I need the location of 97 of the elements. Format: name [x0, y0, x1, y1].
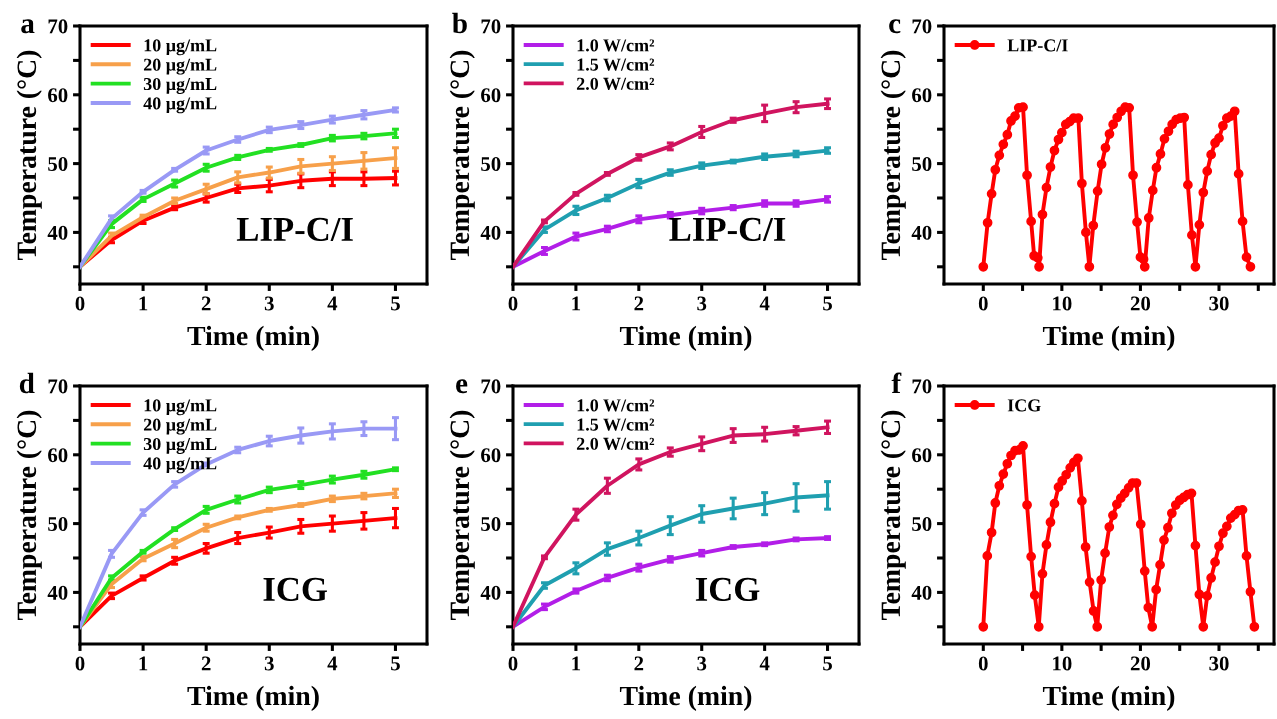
x-tick-label: 3: [264, 296, 274, 311]
x-tick-label: 5: [823, 656, 832, 671]
y-tick-label: 50: [912, 516, 932, 532]
legend-label: 1.0 W/cm²: [577, 399, 655, 412]
y-tick-label: 40: [911, 225, 932, 240]
annotation: ICG: [695, 577, 760, 602]
x-tick-label: 10: [1053, 656, 1072, 671]
legend-label: 30 μg/mL: [143, 437, 217, 454]
y-axis-title: Temperature (°C): [880, 410, 906, 621]
x-tick-label: 5: [823, 296, 832, 311]
y-tick-label: 50: [48, 516, 68, 532]
text: f: [891, 372, 902, 394]
y-tick-label: 50: [481, 516, 501, 532]
y-axis-title: Temperature (°C): [880, 50, 906, 261]
annotation: ICG: [263, 577, 327, 602]
legend-label: 40 μg/mL: [143, 457, 217, 474]
text: e: [456, 379, 468, 394]
y-tick-label: 70: [912, 19, 932, 34]
x-tick-label: 4: [327, 656, 338, 671]
x-tick-label: 5: [391, 656, 400, 671]
y-tick-label: 40: [480, 225, 501, 240]
x-axis-title: Time (min): [619, 325, 752, 351]
x-tick-label: 0: [978, 296, 988, 311]
x-tick-label: 20: [1130, 296, 1151, 311]
x-tick-label: 30: [1209, 296, 1229, 311]
y-tick-label: 70: [912, 379, 932, 394]
y-tick-label: 60: [48, 88, 68, 103]
x-tick-label: 3: [264, 656, 274, 671]
x-tick-label: 1: [572, 296, 581, 311]
x-axis-title: Time (min): [1042, 685, 1175, 711]
x-tick-label: 0: [508, 656, 518, 671]
y-tick-label: 70: [48, 379, 68, 394]
x-tick-label: 1: [572, 656, 581, 671]
x-tick-label: 0: [75, 296, 85, 311]
y-tick-label: 60: [912, 448, 932, 463]
x-tick-label: 0: [978, 656, 988, 671]
y-tick-label: 70: [48, 19, 68, 34]
y-tick-label: 40: [47, 225, 68, 240]
legend-label: ICG: [1007, 399, 1041, 412]
y-tick-label: 60: [48, 448, 68, 463]
text: a: [21, 19, 35, 34]
legend-label: 1.5 W/cm²: [577, 58, 655, 71]
x-tick-label: 20: [1130, 656, 1151, 671]
x-tick-label: 10: [1053, 296, 1072, 311]
line-series: [513, 101, 830, 269]
y-tick-label: 60: [912, 88, 932, 103]
x-tick-label: 1: [139, 656, 148, 671]
x-tick-label: 30: [1209, 656, 1229, 671]
legend-label: 2.0 W/cm²: [576, 437, 655, 450]
x-tick-label: 0: [508, 296, 518, 311]
x-tick-label: 2: [634, 656, 644, 671]
y-tick-label: 50: [912, 156, 932, 172]
legend-label: 20 μg/mL: [143, 418, 217, 435]
y-tick-label: 60: [481, 448, 501, 463]
text: d: [19, 372, 35, 394]
legend-label: 40 μg/mL: [143, 97, 217, 114]
legend-label: 10 μg/mL: [144, 399, 217, 416]
text: b: [452, 12, 467, 34]
line-series: [513, 148, 830, 269]
line-series: [513, 197, 830, 269]
x-tick-label: 2: [634, 296, 644, 311]
y-tick-label: 40: [47, 585, 68, 600]
x-tick-label: 1: [139, 296, 148, 311]
x-tick-label: 2: [201, 656, 211, 671]
x-axis-title: Time (min): [187, 325, 319, 351]
annotation: LIP-C/I: [669, 217, 786, 242]
x-axis-title: Time (min): [1042, 325, 1175, 351]
x-axis-title: Time (min): [187, 685, 319, 711]
text: c: [889, 19, 901, 34]
y-tick-label: 70: [481, 379, 501, 394]
legend-label: 20 μg/mL: [143, 58, 217, 75]
y-tick-label: 50: [481, 156, 501, 172]
y-tick-label: 60: [481, 88, 501, 103]
y-tick-label: 50: [48, 156, 68, 172]
legend-label: 10 μg/mL: [144, 39, 217, 56]
x-tick-label: 4: [759, 656, 770, 671]
y-tick-label: 40: [911, 585, 932, 600]
legend-label: 30 μg/mL: [143, 77, 217, 94]
legend-label: 1.5 W/cm²: [577, 418, 655, 431]
x-tick-label: 3: [697, 656, 707, 671]
y-axis-title: Temperature (°C): [449, 50, 475, 261]
x-tick-label: 4: [759, 296, 770, 311]
y-axis-title: Temperature (°C): [16, 410, 42, 621]
annotation: LIP-C/I: [236, 217, 353, 242]
y-axis-title: Temperature (°C): [449, 410, 475, 621]
y-tick-label: 70: [481, 19, 501, 34]
x-tick-label: 5: [391, 296, 400, 311]
x-tick-label: 0: [75, 656, 85, 671]
x-tick-label: 4: [327, 296, 338, 311]
y-axis-title: Temperature (°C): [16, 50, 42, 261]
x-tick-label: 3: [697, 296, 707, 311]
y-tick-label: 40: [480, 585, 501, 600]
legend-label: 1.0 W/cm²: [577, 39, 655, 52]
legend-label: LIP-C/I: [1007, 39, 1068, 52]
x-axis-title: Time (min): [619, 685, 752, 711]
x-tick-label: 2: [201, 296, 211, 311]
legend-label: 2.0 W/cm²: [576, 77, 655, 90]
